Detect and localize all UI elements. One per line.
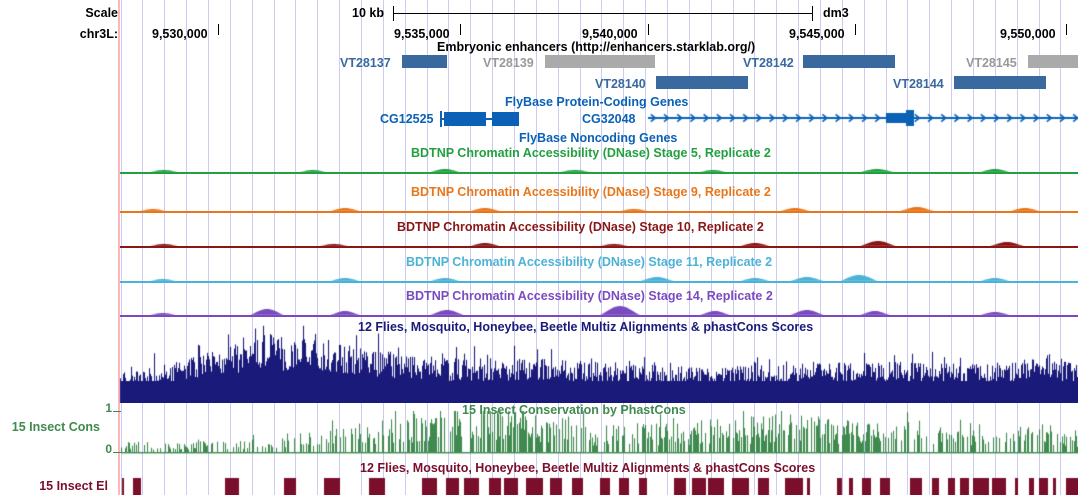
dnase-baseline-stage9 bbox=[120, 211, 1078, 213]
track-title-dnase-s10[interactable]: BDTNP Chromatin Accessibility (DNase) St… bbox=[397, 220, 764, 234]
coordinate-label-4: 9,550,000 bbox=[1000, 27, 1056, 41]
coordinate-tick-0 bbox=[218, 24, 219, 35]
feature-bar-vt28139[interactable] bbox=[545, 55, 655, 68]
feature-label-vt28144[interactable]: VT28144 bbox=[893, 77, 944, 91]
coordinate-tick-4 bbox=[1066, 24, 1067, 35]
scale-bar-line bbox=[393, 13, 813, 14]
track-title-dnase-s5[interactable]: BDTNP Chromatin Accessibility (DNase) St… bbox=[411, 146, 771, 160]
gene-exon-cg12525-2[interactable] bbox=[492, 112, 519, 126]
gene-label-cg32048[interactable]: CG32048 bbox=[582, 112, 636, 126]
dnase-baseline-stage5 bbox=[120, 172, 1078, 174]
feature-label-vt28142[interactable]: VT28142 bbox=[743, 56, 794, 70]
dnase-baseline-stage11 bbox=[120, 281, 1078, 283]
feature-label-vt28139[interactable]: VT28139 bbox=[483, 56, 534, 70]
gene-edge-cg12525-left bbox=[440, 111, 442, 127]
track-title-phastcons[interactable]: 15 Insect Conservation by PhastCons bbox=[462, 403, 686, 417]
feature-label-vt28145[interactable]: VT28145 bbox=[966, 56, 1017, 70]
feature-bar-vt28137[interactable] bbox=[402, 55, 447, 68]
feature-bar-vt28145[interactable] bbox=[1028, 55, 1078, 68]
gene-label-cg12525[interactable]: CG12525 bbox=[380, 112, 434, 126]
axis-tick-min-phastcons bbox=[113, 452, 121, 453]
track-left-label-elements: 15 Insect El bbox=[39, 479, 108, 493]
scale-bar-text: 10 kb bbox=[352, 6, 384, 20]
track-title-flybase-coding[interactable]: FlyBase Protein-Coding Genes bbox=[505, 95, 689, 109]
coordinate-label-1: 9,535,000 bbox=[394, 27, 450, 41]
coordinate-label-0: 9,530,000 bbox=[152, 27, 208, 41]
feature-bar-vt28142[interactable] bbox=[803, 55, 895, 68]
gene-model-cg32048[interactable] bbox=[0, 108, 1078, 130]
multiz-phastcons-signal-top bbox=[0, 323, 1078, 403]
scale-bar-tick-right bbox=[812, 6, 813, 21]
feature-bar-vt28140[interactable] bbox=[656, 76, 748, 89]
axis-min-phastcons: 0 bbox=[105, 442, 112, 456]
track-title-multiz-bottom[interactable]: 12 Flies, Mosquito, Honeybee, Beetle Mul… bbox=[360, 461, 816, 475]
axis-tick-max-phastcons bbox=[113, 411, 121, 412]
track-title-dnase-s14[interactable]: BDTNP Chromatin Accessibility (DNase) St… bbox=[406, 289, 773, 303]
feature-bar-vt28144[interactable] bbox=[954, 76, 1046, 89]
track-title-flybase-noncoding[interactable]: FlyBase Noncoding Genes bbox=[519, 131, 678, 145]
track-left-label-phastcons: 15 Insect Cons bbox=[11, 420, 100, 434]
dnase-baseline-stage10 bbox=[120, 246, 1078, 248]
coordinate-tick-1 bbox=[460, 24, 461, 35]
scale-bar-tick-left bbox=[393, 6, 394, 21]
track-title-dnase-s9[interactable]: BDTNP Chromatin Accessibility (DNase) St… bbox=[411, 185, 771, 199]
track-title-dnase-s11[interactable]: BDTNP Chromatin Accessibility (DNase) St… bbox=[406, 255, 773, 269]
coordinate-tick-3 bbox=[855, 24, 856, 35]
feature-label-vt28140[interactable]: VT28140 bbox=[595, 77, 646, 91]
axis-max-phastcons: 1 bbox=[105, 401, 112, 415]
coordinate-label-3: 9,545,000 bbox=[789, 27, 845, 41]
scale-label: Scale bbox=[85, 6, 118, 20]
coordinate-label-2: 9,540,000 bbox=[582, 27, 638, 41]
track-title-multiz-top[interactable]: 12 Flies, Mosquito, Honeybee, Beetle Mul… bbox=[358, 320, 814, 334]
insect-elements-signal bbox=[0, 472, 1078, 495]
track-title-enhancers[interactable]: Embryonic enhancers (http://enhancers.st… bbox=[437, 40, 756, 54]
chromosome-label: chr3L: bbox=[79, 27, 118, 41]
assembly-label: dm3 bbox=[823, 6, 849, 20]
coordinate-tick-2 bbox=[648, 24, 649, 35]
feature-label-vt28137[interactable]: VT28137 bbox=[340, 56, 391, 70]
dnase-baseline-stage14 bbox=[120, 315, 1078, 317]
gene-exon-cg12525-1[interactable] bbox=[444, 112, 486, 126]
